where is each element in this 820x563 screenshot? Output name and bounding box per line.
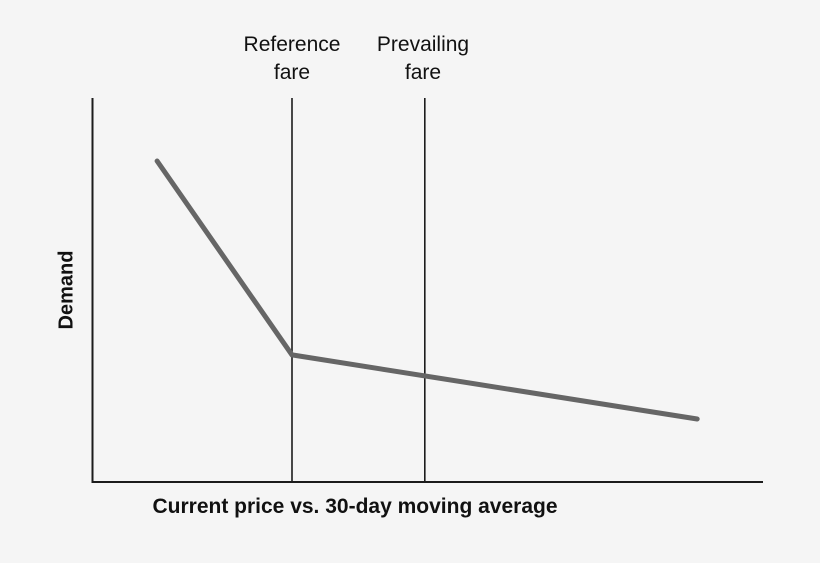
demand-curve [154, 158, 700, 422]
x-axis-title: Current price vs. 30-day moving average [152, 495, 558, 518]
reference-fare-label: Reference fare [243, 33, 341, 84]
y-axis-title: Demand [55, 250, 78, 330]
prevailing-fare-label: Prevailing fare [376, 33, 470, 84]
